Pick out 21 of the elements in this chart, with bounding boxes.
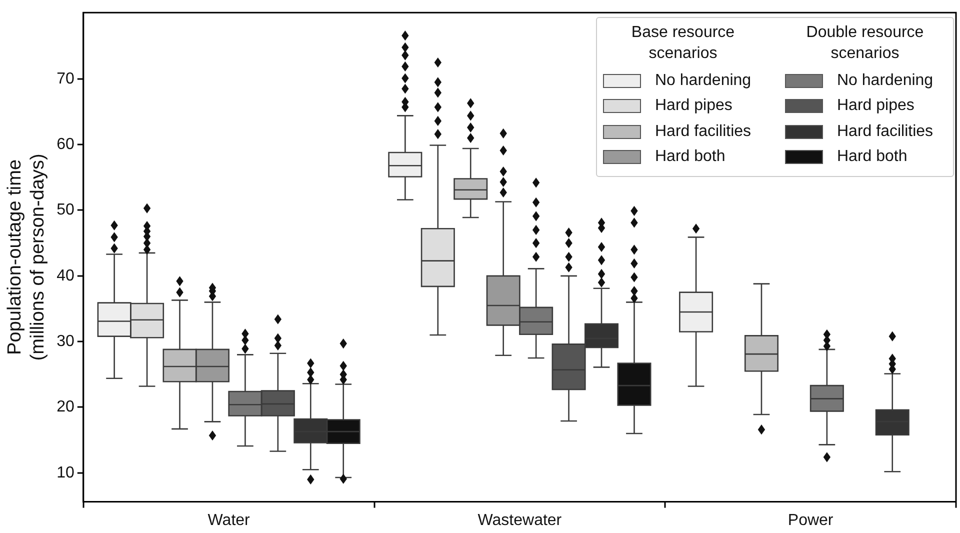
text: Double resource scenarios xyxy=(806,24,924,62)
y-tick-label: 40 xyxy=(56,267,74,284)
y-tick-label: 50 xyxy=(56,202,74,219)
legend-label: Hard pipes xyxy=(655,97,732,116)
y-tick-label: 20 xyxy=(56,398,74,416)
legend-label: Hard both xyxy=(655,148,726,166)
legend-label: No hardening xyxy=(837,72,934,90)
y-tick-label: 10 xyxy=(56,464,74,482)
legend-label: Hard pipes xyxy=(837,97,914,116)
x-tick-label: Power xyxy=(788,512,834,529)
y-axis-title: Population-outage time (millions of person-days) xyxy=(4,154,48,361)
legend-label: Hard facilities xyxy=(837,122,934,141)
x-tick-label: Wastewater xyxy=(478,512,562,529)
y-tick-label: 30 xyxy=(56,332,74,350)
legend-label: Hard both xyxy=(837,148,908,166)
y-tick-label: 60 xyxy=(56,136,74,153)
legend-label: No hardening xyxy=(655,72,752,90)
text: Base resource scenarios xyxy=(631,24,735,62)
y-tick-label: 70 xyxy=(56,70,74,88)
x-tick-label: Water xyxy=(208,512,251,529)
legend-label: Hard facilities xyxy=(655,122,752,141)
